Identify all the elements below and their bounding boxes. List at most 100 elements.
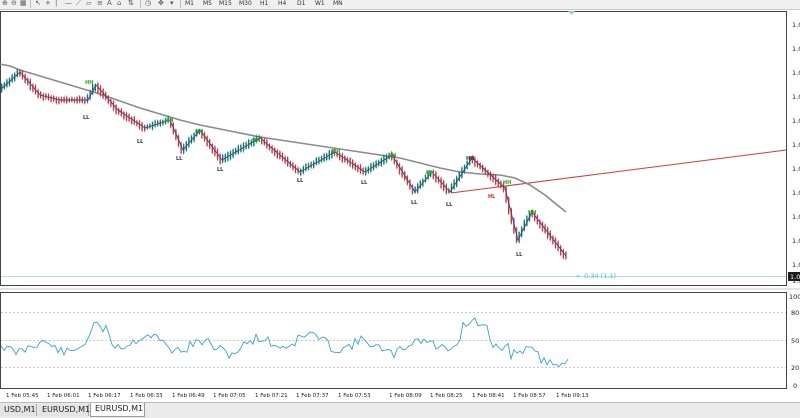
- price-tick: 1.0: [792, 165, 800, 173]
- candle-body: [388, 153, 390, 159]
- candle-body: [398, 163, 401, 175]
- candle-body: [198, 129, 200, 134]
- timeframe-d1-button[interactable]: D1: [297, 0, 306, 7]
- text-icon[interactable]: A: [107, 0, 112, 7]
- time-tick: 1 Feb 07:21: [255, 393, 288, 399]
- time-tick: 1 Feb 06:33: [130, 393, 163, 399]
- timeframe-mn-button[interactable]: MN: [333, 0, 343, 7]
- trend-line[interactable]: [450, 149, 787, 194]
- price-axis: 1.0 1.0 1.0 1.0 1.0 1.0 1.0 1.0 1.0 1.0 …: [792, 21, 800, 285]
- crosshair-icon[interactable]: +: [45, 0, 51, 7]
- price-tick: 1.0: [792, 69, 800, 77]
- hh-label: HH: [332, 149, 340, 155]
- candle-body: [248, 139, 250, 149]
- time-tick: 1 Feb 05:45: [6, 393, 39, 399]
- timeframe-m15-button[interactable]: M15: [219, 0, 232, 7]
- candle-body: [237, 145, 239, 154]
- candle-body: [484, 167, 486, 175]
- hh-label: HH: [388, 153, 396, 159]
- candle-body: [523, 220, 525, 231]
- candle-body: [510, 208, 512, 224]
- main-chart-frame: [0, 11, 787, 286]
- zoom-out-icon[interactable]: ⊖: [11, 0, 17, 7]
- moving-average-line[interactable]: [0, 63, 567, 213]
- ll-label: LL: [217, 167, 224, 173]
- candle-body: [450, 183, 453, 193]
- candle-body: [276, 149, 278, 159]
- candle-body: [94, 84, 96, 92]
- objects-menu-icon[interactable]: ✥: [158, 0, 164, 7]
- horizontal-line-icon[interactable]: —: [65, 0, 72, 7]
- candle-body: [79, 96, 81, 103]
- chart-shift-icon[interactable]: [568, 11, 575, 15]
- indicator-scale-label: 100: [789, 293, 800, 301]
- candle-body: [497, 178, 499, 187]
- current-price-tag: [788, 272, 800, 281]
- time-tick: 1 Feb 09:13: [556, 393, 589, 399]
- tab-eurusd-m1-active[interactable]: EURUSD,M1: [90, 403, 145, 417]
- candle-body: [505, 186, 507, 203]
- fibonacci-icon[interactable]: ≡: [97, 0, 103, 7]
- ll-label: LL: [411, 200, 418, 206]
- candle-body: [188, 137, 190, 147]
- price-tick: 1.0: [792, 189, 800, 197]
- hh-label: HH: [165, 118, 173, 124]
- price-tick: 1.0: [792, 21, 800, 29]
- timeframe-m30-button[interactable]: M30: [239, 0, 252, 7]
- cursor-icon[interactable]: ↖: [35, 0, 41, 7]
- candle-body: [310, 162, 312, 168]
- timeframe-m5-button[interactable]: M5: [203, 0, 212, 7]
- candle-body: [255, 135, 258, 143]
- timeframe-m1-button[interactable]: M1: [185, 0, 194, 7]
- zoom-in-icon[interactable]: ⊕: [2, 0, 8, 7]
- trendline-icon[interactable]: ⟋: [76, 0, 81, 7]
- candle-body: [508, 197, 510, 215]
- timeframe-h1-button[interactable]: H1: [260, 0, 269, 7]
- candle-body: [427, 171, 429, 180]
- rsi-line[interactable]: [0, 317, 569, 368]
- candle-body: [357, 164, 359, 172]
- candle-body: [222, 154, 224, 163]
- arrows-icon[interactable]: ⇅: [128, 0, 134, 7]
- candle-body: [235, 148, 237, 155]
- candle-body: [206, 135, 208, 147]
- tab-usd-m1[interactable]: USD,M1: [0, 404, 37, 416]
- candle-body: [97, 82, 99, 94]
- candle-body: [440, 177, 442, 189]
- ll-label: LL: [176, 156, 183, 162]
- candle-body: [453, 179, 455, 190]
- price-tick: 1.0: [792, 117, 800, 125]
- tile-icon[interactable]: ▦: [20, 0, 27, 7]
- hl-label: HL: [488, 194, 496, 200]
- candle-body: [73, 98, 76, 103]
- countdown-arrow-icon: «: [576, 272, 580, 280]
- zigzag-line: [0, 71, 567, 257]
- indicator-scale-label: 0: [793, 382, 797, 390]
- hh-label: HH: [195, 129, 203, 135]
- candle-body: [157, 120, 159, 126]
- timeframe-h4-button[interactable]: H4: [278, 0, 287, 7]
- candle-body: [123, 111, 125, 120]
- candle-body: [37, 89, 39, 98]
- period-menu-icon[interactable]: ◷: [145, 0, 152, 7]
- timeframe-w1-button[interactable]: W1: [315, 0, 325, 7]
- indicator-scale-label: 50: [791, 337, 799, 345]
- price-chart[interactable]: 1.0 1.0 1.0 1.0 1.0 1.0 1.0 1.0 1.0 1.0 …: [0, 0, 800, 402]
- current-price-tag-text: 1.0: [790, 273, 800, 281]
- dropdown-chevron-icon[interactable]: ▾: [170, 0, 174, 7]
- price-tick: 1.0: [792, 45, 800, 53]
- candle-body: [560, 245, 562, 256]
- label-icon[interactable]: ⌂: [117, 0, 122, 7]
- channel-icon[interactable]: ▱: [86, 0, 92, 7]
- tab-eurusd-m1[interactable]: EURUSD,M1: [38, 404, 90, 416]
- candle-body: [411, 184, 414, 194]
- candle-body: [32, 84, 34, 92]
- candle-body: [393, 155, 395, 164]
- candle-body: [131, 116, 133, 124]
- candle-body: [71, 97, 73, 102]
- vertical-line-icon[interactable]: |: [55, 0, 58, 7]
- candle-body: [458, 171, 460, 181]
- chart-toolbar: ⊕ ⊖ ▦ ↖ + | — ⟋ ▱ ≡ A ⌂ ⇅ ◷ ✥ ▾ M1 M5 M1…: [0, 0, 800, 10]
- price-tick: 1.0: [792, 141, 800, 149]
- ll-label: LL: [446, 202, 453, 208]
